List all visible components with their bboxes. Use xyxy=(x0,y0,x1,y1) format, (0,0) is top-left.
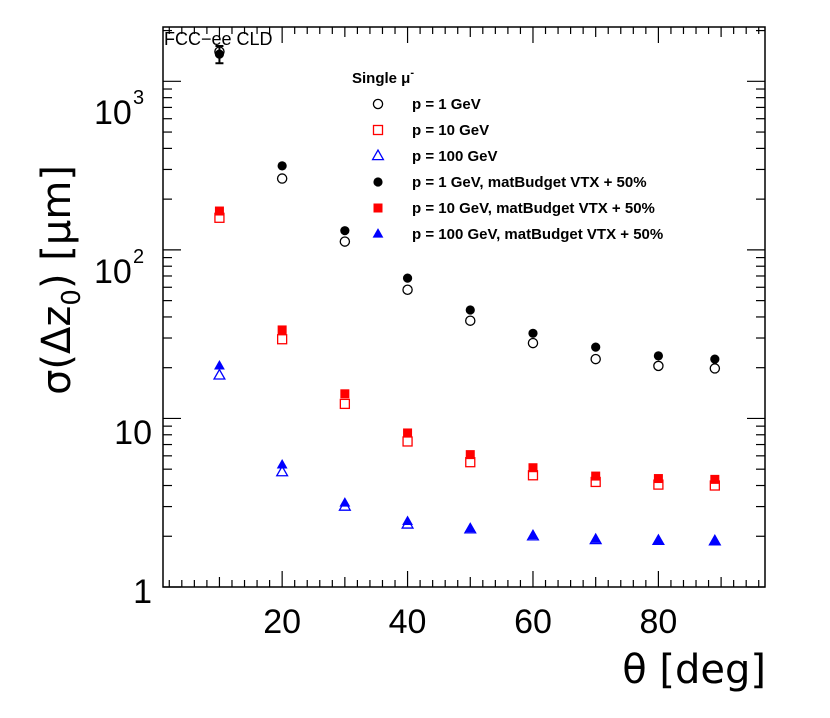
data-point-0-2 xyxy=(339,236,351,247)
series-1 xyxy=(214,212,720,491)
legend-marker-1 xyxy=(372,124,384,136)
legend-title: Single μ- xyxy=(352,67,414,87)
data-point-5-4 xyxy=(464,522,476,533)
x-tick-label-60: 60 xyxy=(514,603,552,641)
plot-frame xyxy=(162,26,766,588)
data-point-5-1 xyxy=(276,459,288,469)
data-point-4-0 xyxy=(214,206,224,216)
data-point-0-1 xyxy=(276,173,288,184)
y-tick-label-10: 10 xyxy=(114,414,152,452)
legend-entry-4: p = 10 GeV, matBudget VTX + 50% xyxy=(412,200,655,217)
y-tick-label-1000-exp: 3 xyxy=(133,87,144,109)
y-axis-title: σ(Δz0) [μm] xyxy=(34,165,87,395)
legend: Single μ- p = 1 GeV p = 10 GeV p = 100 G… xyxy=(352,67,663,243)
data-point-0-6 xyxy=(590,353,601,365)
data-point-3-3 xyxy=(402,273,413,283)
y-axis-title-close: ) xyxy=(34,273,80,289)
legend-marker-0 xyxy=(372,98,384,110)
data-point-3-4 xyxy=(465,305,475,315)
data-point-0-3 xyxy=(402,284,413,296)
data-point-4-4 xyxy=(465,450,475,460)
data-point-0-4 xyxy=(465,315,476,326)
data-point-3-7 xyxy=(653,351,663,361)
data-point-3-2 xyxy=(340,226,350,236)
data-point-2-1 xyxy=(275,464,289,477)
legend-entry-1: p = 10 GeV xyxy=(412,122,489,139)
legend-marker-3 xyxy=(373,177,383,187)
y-tick-labels: 1 10 10 2 10 3 xyxy=(94,87,152,611)
y-axis-title-delta: Δ xyxy=(34,326,80,354)
legend-entry-2: p = 100 GeV xyxy=(412,148,497,165)
legend-marker-2 xyxy=(371,148,385,161)
y-tick-label-100: 10 2 xyxy=(94,246,144,291)
x-tick-label-40: 40 xyxy=(389,603,427,641)
x-tick-label-80: 80 xyxy=(639,603,677,641)
series-4 xyxy=(214,206,720,484)
data-point-4-3 xyxy=(403,428,413,438)
y-axis-title-unit: [μm] xyxy=(34,165,80,261)
y-axis-title-sigma: σ( xyxy=(34,354,80,395)
y-tick-label-100-exp: 2 xyxy=(133,246,144,268)
data-point-0-7 xyxy=(653,360,664,372)
y-axis-title-sub: 0 xyxy=(57,289,87,306)
legend-marker-4 xyxy=(373,203,383,213)
data-point-3-5 xyxy=(528,328,538,338)
data-point-1-2 xyxy=(339,398,351,410)
legend-entry-5: p = 100 GeV, matBudget VTX + 50% xyxy=(412,226,663,243)
data-point-4-8 xyxy=(710,474,720,484)
legend-title-main: Single μ xyxy=(352,70,410,87)
data-point-4-6 xyxy=(591,471,601,481)
legend-entry-3: p = 1 GeV, matBudget VTX + 50% xyxy=(412,174,647,191)
x-tick-label-20: 20 xyxy=(263,603,301,641)
data-point-4-2 xyxy=(340,389,350,399)
y-tick-label-1000: 10 3 xyxy=(94,87,144,132)
data-point-3-1 xyxy=(277,161,287,171)
legend-title-sup: - xyxy=(410,67,414,79)
data-point-5-2 xyxy=(339,497,351,507)
legend-marker-5 xyxy=(372,228,384,238)
data-points xyxy=(212,44,722,546)
data-point-5-5 xyxy=(527,529,539,540)
series-3 xyxy=(214,44,720,364)
y-axis-title-space xyxy=(34,261,80,274)
data-point-4-1 xyxy=(277,325,287,335)
y-tick-label-1: 1 xyxy=(133,573,152,611)
x-tick-labels: 20 40 60 80 xyxy=(263,603,677,641)
y-tick-label-1000-base: 10 xyxy=(94,94,132,132)
data-point-0-5 xyxy=(527,337,539,349)
data-point-4-5 xyxy=(528,463,538,473)
data-point-3-6 xyxy=(591,342,601,352)
data-point-1-3 xyxy=(402,436,413,447)
y-axis-title-z: z xyxy=(34,306,80,327)
data-point-4-7 xyxy=(653,474,663,484)
axis-ticks xyxy=(163,27,765,588)
series-5 xyxy=(214,359,721,545)
data-point-1-1 xyxy=(276,334,288,345)
data-point-2-0 xyxy=(212,368,226,380)
y-tick-label-100-base: 10 xyxy=(94,253,132,291)
data-point-5-6 xyxy=(590,533,602,543)
data-point-5-3 xyxy=(402,515,413,526)
data-point-5-7 xyxy=(652,534,664,545)
legend-entry-0: p = 1 GeV xyxy=(412,96,481,113)
data-point-5-0 xyxy=(214,359,225,370)
x-axis-title: θ [deg] xyxy=(622,647,766,693)
data-point-3-0 xyxy=(214,49,225,59)
series-0 xyxy=(214,46,721,374)
plot-border xyxy=(162,26,766,588)
data-point-5-8 xyxy=(709,535,721,545)
data-point-0-8 xyxy=(709,363,721,374)
data-point-3-8 xyxy=(710,354,720,364)
experiment-label: FCC−ee CLD xyxy=(164,29,273,49)
legend-markers xyxy=(371,98,385,238)
